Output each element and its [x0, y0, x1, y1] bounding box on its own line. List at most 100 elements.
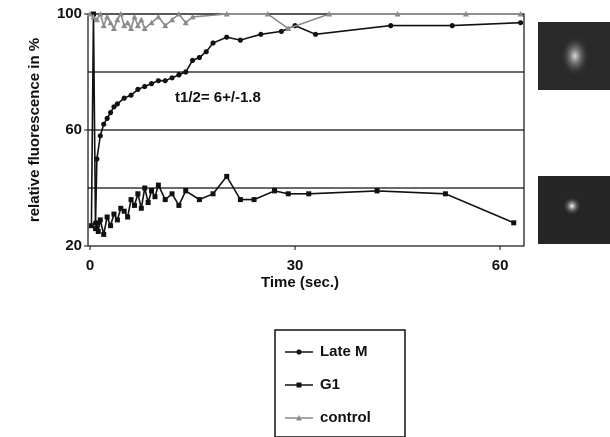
marker	[118, 205, 124, 211]
marker	[182, 19, 189, 26]
annotation: t1/2= 6+/-1.8	[175, 89, 261, 106]
marker	[326, 11, 333, 17]
marker	[114, 16, 121, 23]
marker	[97, 133, 103, 139]
marker	[114, 101, 120, 107]
marker	[462, 11, 469, 17]
marker	[101, 231, 107, 237]
marker	[128, 197, 134, 203]
marker	[111, 104, 117, 110]
legend-marker	[296, 382, 302, 388]
marker	[107, 19, 114, 26]
marker	[149, 188, 155, 194]
marker	[176, 72, 182, 78]
marker	[196, 54, 202, 61]
series-line	[89, 12, 521, 31]
marker	[135, 191, 141, 197]
marker	[210, 191, 216, 197]
marker	[128, 92, 134, 98]
marker	[394, 11, 401, 17]
marker	[121, 95, 127, 101]
marker	[155, 13, 162, 20]
marker	[511, 220, 517, 226]
marker	[148, 81, 155, 87]
marker	[189, 13, 196, 20]
marker	[128, 25, 135, 31]
marker	[189, 57, 196, 64]
y-axis-label: relative fluorescence in %	[26, 38, 43, 222]
marker	[138, 16, 145, 23]
marker	[104, 214, 110, 220]
marker	[176, 202, 182, 208]
marker	[142, 83, 148, 90]
marker	[121, 208, 127, 214]
marker	[517, 11, 524, 17]
x-tick-label: 0	[86, 257, 94, 274]
marker	[104, 13, 111, 20]
marker	[272, 188, 278, 194]
marker	[145, 200, 151, 205]
marker	[104, 115, 110, 121]
x-tick-label: 60	[492, 257, 509, 274]
marker	[117, 11, 124, 17]
marker	[223, 11, 230, 17]
marker	[251, 197, 257, 203]
marker	[88, 223, 94, 229]
marker	[155, 78, 161, 84]
marker	[224, 34, 230, 40]
marker	[110, 25, 117, 31]
marker	[285, 25, 292, 31]
y-tick-label: 60	[65, 121, 82, 138]
marker	[517, 20, 524, 26]
marker	[148, 19, 155, 26]
marker	[442, 191, 448, 197]
marker	[175, 11, 182, 17]
marker	[210, 40, 216, 46]
marker	[124, 19, 131, 26]
marker	[141, 25, 148, 31]
legend-marker	[296, 415, 302, 421]
marker	[111, 211, 117, 217]
x-tick-label: 30	[287, 257, 304, 274]
marker	[278, 28, 284, 34]
marker	[374, 188, 380, 194]
marker	[107, 110, 114, 116]
y-tick-label: 20	[65, 237, 82, 254]
marker	[162, 22, 169, 29]
marker	[114, 217, 120, 223]
legend-label: control	[320, 409, 371, 426]
marker	[125, 214, 131, 220]
legend-label: Late M	[320, 343, 368, 360]
marker	[142, 185, 148, 191]
marker	[135, 86, 141, 92]
cell-spot	[563, 197, 581, 215]
cell-spot	[561, 36, 589, 76]
marker	[108, 223, 114, 229]
marker	[131, 13, 138, 20]
marker	[121, 22, 128, 29]
legend-label: G1	[320, 376, 340, 393]
marker	[162, 78, 168, 84]
legend-marker	[296, 349, 302, 355]
marker	[93, 226, 99, 232]
marker	[203, 49, 209, 55]
marker	[169, 16, 176, 23]
series-line	[90, 13, 515, 235]
marker	[224, 173, 230, 179]
marker	[237, 37, 243, 43]
marker	[183, 188, 189, 194]
marker	[94, 220, 100, 226]
marker	[162, 197, 168, 203]
marker	[285, 191, 291, 197]
marker	[312, 31, 319, 37]
marker	[183, 69, 189, 75]
marker	[388, 23, 394, 29]
marker	[97, 217, 103, 223]
marker	[196, 197, 202, 203]
marker	[449, 23, 455, 29]
marker	[264, 11, 271, 17]
marker	[134, 22, 141, 29]
marker	[93, 16, 100, 23]
marker	[90, 13, 97, 20]
marker	[258, 31, 264, 37]
